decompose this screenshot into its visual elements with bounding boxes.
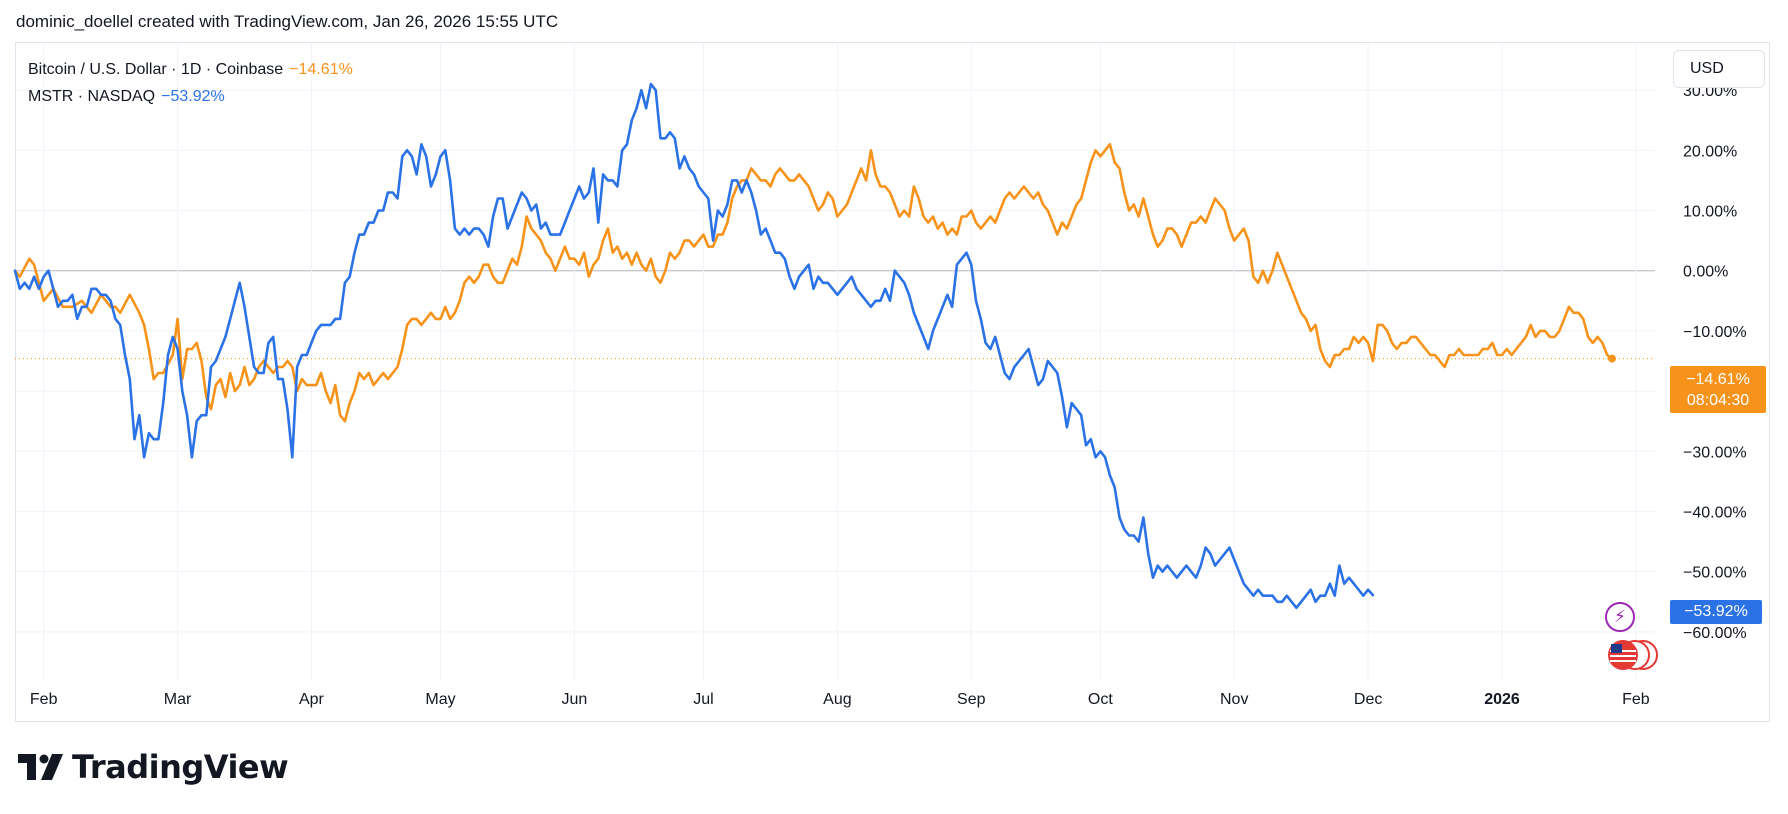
x-tick-label: Jun [562,691,588,708]
header-attribution: dominic_doellel created with TradingView… [16,12,559,31]
y-tick-label: −10.00% [1683,324,1747,341]
sparkle-lightning-icon[interactable]: ⚡ [1605,602,1635,632]
x-tick-label: Feb [30,691,58,708]
x-tick-label: Nov [1220,691,1248,708]
tradingview-logo-icon [18,754,63,780]
legend-mstr-value: −53.92% [161,88,225,105]
legend-btc-value: −14.61% [289,61,353,78]
mstr-price-badge: −53.92% [1670,600,1762,624]
btc-badge-value: −14.61% [1686,371,1750,388]
x-tick-label: Oct [1088,691,1113,708]
y-axis-labels: 30.00%20.00%10.00%0.00%−10.00%−20.00%−30… [1683,83,1747,642]
y-tick-label: 10.00% [1683,204,1737,221]
y-tick-label: −30.00% [1683,444,1747,461]
y-tick-label: −50.00% [1683,565,1747,582]
y-tick-label: −40.00% [1683,504,1747,521]
grid-layer [15,42,1655,680]
btc-last-point-dot [1607,354,1616,363]
legend-row-mstr[interactable]: MSTR · NASDAQ −53.92% [28,83,353,110]
y-tick-label: 0.00% [1683,264,1728,281]
x-tick-label: Jul [693,691,713,708]
x-tick-label: May [425,691,455,708]
x-tick-label: Dec [1354,691,1382,708]
y-tick-label: 20.00% [1683,143,1737,160]
x-tick-label: 2026 [1484,691,1520,708]
y-tick-label: −60.00% [1683,625,1747,642]
x-tick-label: Feb [1622,691,1650,708]
x-tick-label: Aug [823,691,851,708]
mstr-series-line[interactable] [13,82,1375,610]
series-layer [13,82,1616,610]
us-flag-icon[interactable] [1605,638,1659,677]
chart-frame[interactable] [15,42,1770,722]
tradingview-logo[interactable]: TradingView [18,748,289,786]
x-tick-label: Mar [164,691,192,708]
btc-series-line[interactable] [13,143,1614,423]
legend-mstr-label: MSTR · NASDAQ [28,88,156,105]
brand-name: TradingView [72,748,289,786]
x-axis-labels: Feb Mar Apr May Jun Jul Aug Sep Oct Nov Dec 2026 Feb [30,691,1650,708]
x-tick-label: Sep [957,691,986,708]
btc-price-badge: −14.61% 08:04:30 [1670,366,1766,413]
btc-badge-countdown: 08:04:30 [1686,392,1750,409]
legend-row-btc[interactable]: Bitcoin / U.S. Dollar · 1D · Coinbase −14… [28,56,353,83]
legend-btc-label: Bitcoin / U.S. Dollar · 1D · Coinbase [28,61,284,78]
currency-button[interactable]: USD [1673,50,1765,88]
x-tick-label: Apr [299,691,325,708]
chart-legend: Bitcoin / U.S. Dollar · 1D · Coinbase −14… [28,56,353,110]
